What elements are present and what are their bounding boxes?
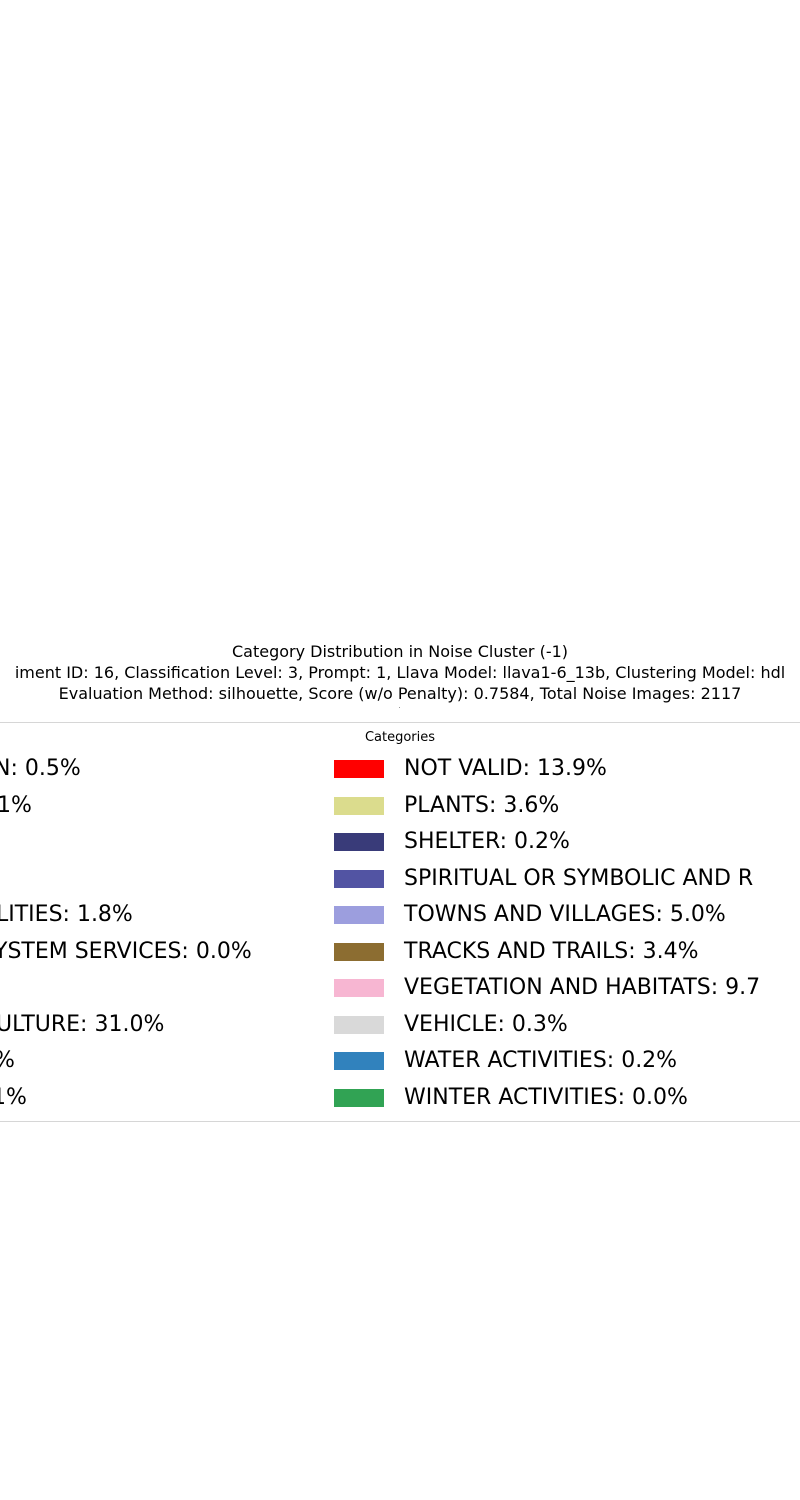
pie-center-marker: [399, 707, 400, 708]
legend-label: YSTEM SERVICES: 0.0%: [0, 938, 252, 964]
legend-swatch: [334, 833, 384, 851]
legend-label: WINTER ACTIVITIES: 0.0%: [404, 1084, 688, 1110]
chart-subtitle-line-2: Evaluation Method: silhouette, Score (w/…: [0, 684, 800, 704]
legend-label: TOWNS AND VILLAGES: 5.0%: [404, 902, 726, 927]
legend-frame: [0, 722, 800, 1122]
legend-label: ULTURE: 31.0%: [0, 1011, 165, 1037]
chart-subtitle-line-2-text: Evaluation Method: silhouette, Score (w/…: [58, 684, 742, 703]
legend-label: NOT VALID: 13.9%: [404, 756, 607, 781]
chart-subtitle-line-1: iment ID: 16, Classification Level: 3, P…: [0, 663, 800, 683]
legend-swatch: [334, 869, 384, 888]
legend-label: .1%: [0, 792, 32, 818]
legend-label: VEGETATION AND HABITATS: 9.7: [404, 975, 761, 1000]
legend-swatch: [334, 760, 384, 778]
legend-title: Categories: [364, 730, 436, 745]
legend-swatch: [334, 796, 384, 815]
legend-label: %: [0, 1048, 15, 1074]
legend-label: TRACKS AND TRAILS: 3.4%: [404, 938, 699, 964]
legend-swatch: [334, 1015, 384, 1034]
legend-label: SPIRITUAL OR SYMBOLIC AND R: [404, 865, 754, 891]
chart-title: Category Distribution in Noise Cluster (…: [0, 642, 800, 662]
legend-label: WATER ACTIVITIES: 0.2%: [404, 1048, 678, 1073]
chart-title-text: Category Distribution in Noise Cluster (…: [231, 642, 569, 661]
legend-label: VEHICLE: 0.3%: [404, 1011, 568, 1037]
legend-label: PLANTS: 3.6%: [404, 792, 560, 818]
chart-subtitle-line-1-text: iment ID: 16, Classification Level: 3, P…: [14, 663, 786, 682]
legend-swatch: [334, 906, 384, 924]
legend-label: N: 0.5%: [0, 756, 81, 781]
legend-label: 1%: [0, 1084, 27, 1110]
legend-label: SHELTER: 0.2%: [404, 829, 570, 854]
legend-swatch: [334, 1088, 384, 1107]
legend-swatch: [334, 942, 384, 961]
legend-swatch: [334, 979, 384, 997]
legend-label: LITIES: 1.8%: [0, 902, 133, 927]
legend-swatch: [334, 1052, 384, 1070]
